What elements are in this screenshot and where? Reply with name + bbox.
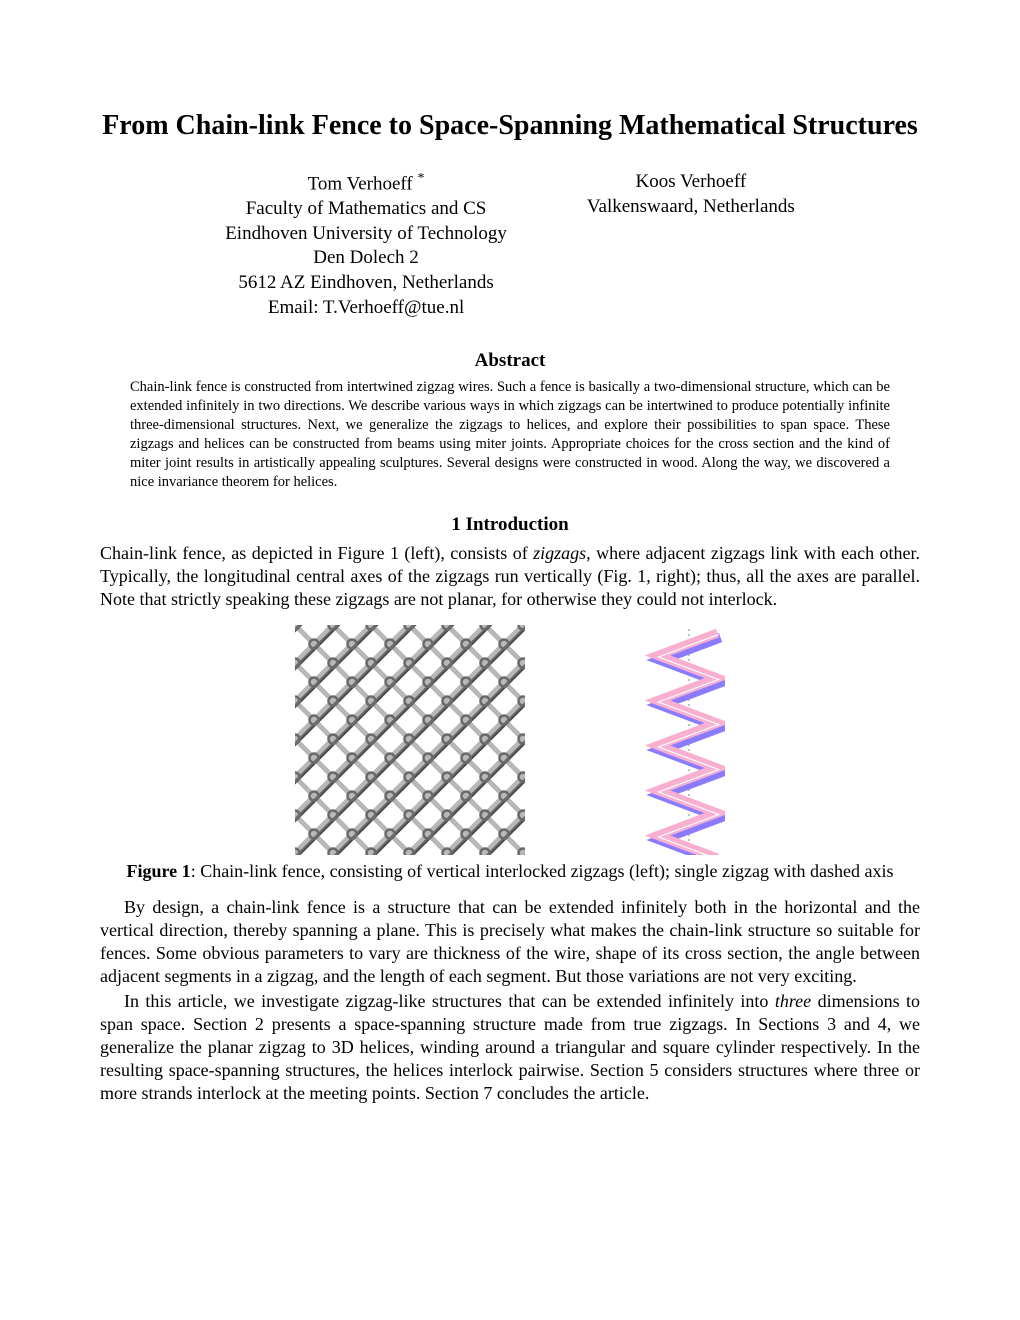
author-left-affil1: Faculty of Mathematics and CS (225, 197, 507, 222)
authors-row: Tom Verhoeff * Faculty of Mathematics an… (100, 170, 920, 320)
abstract-text: Chain-link fence is constructed from int… (130, 378, 890, 491)
section1-para3: In this article, we investigate zigzag-l… (100, 990, 920, 1105)
figure1-zigzag (645, 625, 725, 855)
author-left: Tom Verhoeff * Faculty of Mathematics an… (225, 170, 507, 320)
author-right-affil1: Valkenswaard, Netherlands (587, 195, 795, 220)
para3-a: In this article, we investigate zigzag-l… (124, 991, 775, 1011)
author-left-affil3: Den Dolech 2 (225, 246, 507, 271)
figure1-row (100, 625, 920, 855)
para1-a: Chain-link fence, as depicted in Figure … (100, 543, 533, 563)
author-right: Koos Verhoeff Valkenswaard, Netherlands (587, 170, 795, 320)
paper-title: From Chain-link Fence to Space-Spanning … (100, 110, 920, 142)
figure1-captiontext: : Chain-link fence, consisting of vertic… (191, 861, 894, 881)
author-left-affil2: Eindhoven University of Technology (225, 222, 507, 247)
para1-em: zigzags (533, 543, 586, 563)
figure1-caption: Figure 1: Chain-link fence, consisting o… (100, 861, 920, 882)
section1-heading: 1 Introduction (100, 514, 920, 536)
figure1-fence (295, 625, 525, 855)
author-right-name: Koos Verhoeff (587, 170, 795, 195)
author-left-affil4: 5612 AZ Eindhoven, Netherlands (225, 271, 507, 296)
paper-page: From Chain-link Fence to Space-Spanning … (0, 0, 1020, 1320)
abstract-heading: Abstract (100, 350, 920, 372)
para3-em: three (775, 991, 811, 1011)
author-left-name: Tom Verhoeff (308, 173, 413, 194)
section1-para1: Chain-link fence, as depicted in Figure … (100, 542, 920, 611)
author-left-email: Email: T.Verhoeff@tue.nl (225, 296, 507, 321)
corresponding-asterisk: * (417, 171, 424, 186)
section1-para2: By design, a chain-link fence is a struc… (100, 896, 920, 988)
figure1-label: Figure 1 (127, 861, 191, 881)
